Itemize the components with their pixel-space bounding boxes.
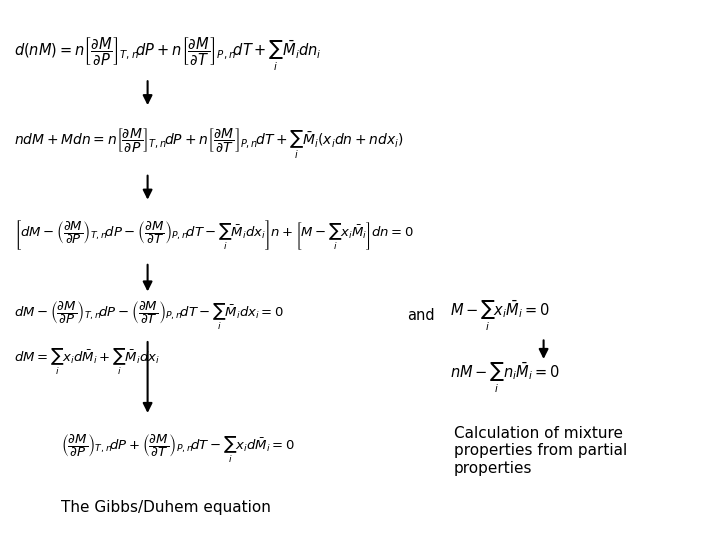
Text: $dM - \left(\dfrac{\partial M}{\partial P}\right)_{T,n}\!dP - \left(\dfrac{\part: $dM - \left(\dfrac{\partial M}{\partial … (14, 299, 284, 333)
Text: $\left[dM - \left(\dfrac{\partial M}{\partial P}\right)_{T,n}\!dP - \left(\dfrac: $\left[dM - \left(\dfrac{\partial M}{\pa… (14, 218, 415, 252)
Text: $nM - \sum_i n_i \bar{M}_i = 0$: $nM - \sum_i n_i \bar{M}_i = 0$ (450, 361, 560, 395)
Text: Calculation of mixture
properties from partial
properties: Calculation of mixture properties from p… (454, 426, 627, 476)
Text: $d(nM) = n\left[\dfrac{\partial M}{\partial P}\right]_{T,n}\!dP + n\left[\dfrac{: $d(nM) = n\left[\dfrac{\partial M}{\part… (14, 35, 322, 73)
Text: $\left(\dfrac{\partial M}{\partial P}\right)_{T,n}\!dP + \left(\dfrac{\partial M: $\left(\dfrac{\partial M}{\partial P}\ri… (61, 431, 295, 465)
Text: $dM = \sum_i x_i d\bar{M}_i + \sum_i \bar{M}_i dx_i$: $dM = \sum_i x_i d\bar{M}_i + \sum_i \ba… (14, 347, 160, 377)
Text: The Gibbs/Duhem equation: The Gibbs/Duhem equation (61, 500, 271, 515)
Text: $M - \sum_i x_i \bar{M}_i = 0$: $M - \sum_i x_i \bar{M}_i = 0$ (450, 299, 550, 333)
Text: $ndM + Mdn = n\left[\dfrac{\partial M}{\partial P}\right]_{T,n}\!dP + n\left[\df: $ndM + Mdn = n\left[\dfrac{\partial M}{\… (14, 126, 404, 160)
Text: and: and (407, 308, 434, 323)
